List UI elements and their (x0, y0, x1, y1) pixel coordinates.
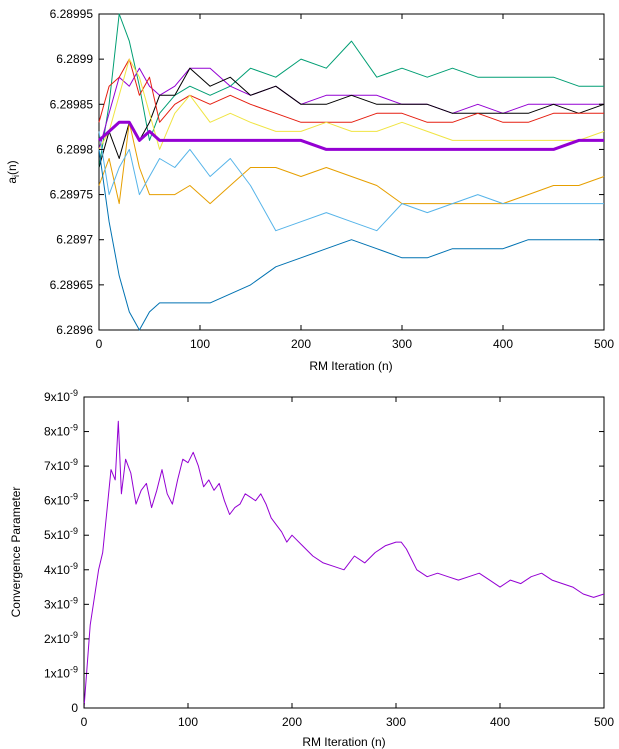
y-tick-label: 7x10-9 (44, 457, 78, 473)
x-ticks-top: 0 100 200 300 400 500 (96, 14, 614, 351)
x-tick-label: 400 (493, 337, 513, 351)
y-tick-label: 6.28985 (50, 97, 94, 111)
series-line-top-7 (98, 131, 604, 232)
series-line-top-4 (98, 58, 604, 123)
series-line-top-8 (98, 149, 604, 331)
series-line-top-6 (98, 121, 605, 205)
series-line-top-2 (98, 67, 604, 150)
y-tick-label: 6.2897 (56, 233, 93, 247)
y-tick-label: 1x10-9 (44, 664, 78, 680)
x-tick-label: 0 (81, 715, 88, 729)
x-tick-label: 100 (178, 715, 198, 729)
x-tick-label: 200 (291, 337, 311, 351)
series-group-bottom (83, 420, 605, 709)
y-ticks-bottom: 0 1x10-9 2x10-9 3x10-9 4x10-9 5x10-9 6x10-9 7x1… (44, 388, 604, 715)
y-ticks-top: 6.2896 6.28965 6.2897 6.28975 6.2898 6.28985 6… (50, 7, 604, 337)
x-tick-label: 400 (490, 715, 510, 729)
series-line-top-1 (98, 13, 604, 168)
series-line-top-5 (98, 58, 605, 150)
convergence-chart-coefficients: 0 100 200 300 400 500 6.28966.289656.28976.28… (5, 7, 614, 373)
x-axis-label-bottom: RM Iteration (n) (302, 735, 385, 749)
x-tick-label: 300 (386, 715, 406, 729)
y-tick-label: 0 (71, 701, 78, 715)
y-tick-label: 6.2896 (56, 323, 93, 337)
y-tick-label: 4x10-9 (44, 561, 78, 577)
series-line-top-9 (98, 120, 604, 151)
x-tick-label: 300 (392, 337, 412, 351)
plot-frame-top (98, 13, 605, 331)
x-tick-label: 200 (282, 715, 302, 729)
y-tick-label: 9x10-9 (44, 388, 78, 404)
series-group-top (98, 13, 605, 331)
x-tick-label: 100 (190, 337, 210, 351)
y-tick-label: 6.28975 (50, 188, 94, 202)
x-tick-label: 500 (594, 337, 614, 351)
y-tick-label: 6.28995 (50, 7, 94, 21)
series-line-bottom-1 (83, 420, 605, 709)
y-tick-label: 5x10-9 (44, 526, 78, 542)
y-tick-label: 8x10-9 (44, 423, 78, 439)
y-tick-label: 6x10-9 (44, 492, 78, 508)
x-axis-label-top: RM Iteration (n) (309, 359, 392, 373)
y-tick-label: 6.28965 (50, 278, 94, 292)
y-axis-label-top: ai(n) (5, 160, 21, 183)
y-tick-label: 2x10-9 (44, 630, 78, 646)
plot-frame-bottom (83, 396, 605, 709)
y-tick-label: 6.2899 (56, 52, 93, 66)
x-ticks-bottom: 0 100 200 300 400 500 (81, 397, 614, 729)
series-line-top-3 (98, 67, 605, 168)
x-tick-label: 500 (594, 715, 614, 729)
y-tick-label: 3x10-9 (44, 595, 78, 611)
x-tick-label: 0 (96, 337, 103, 351)
y-axis-label-bottom: Convergence Parameter (9, 487, 23, 618)
y-tick-label: 6.2898 (56, 142, 93, 156)
convergence-parameter-chart: 0 100 200 300 400 500 0 1x10-9 2x10-9 3x10-9 4x10… (9, 388, 614, 749)
